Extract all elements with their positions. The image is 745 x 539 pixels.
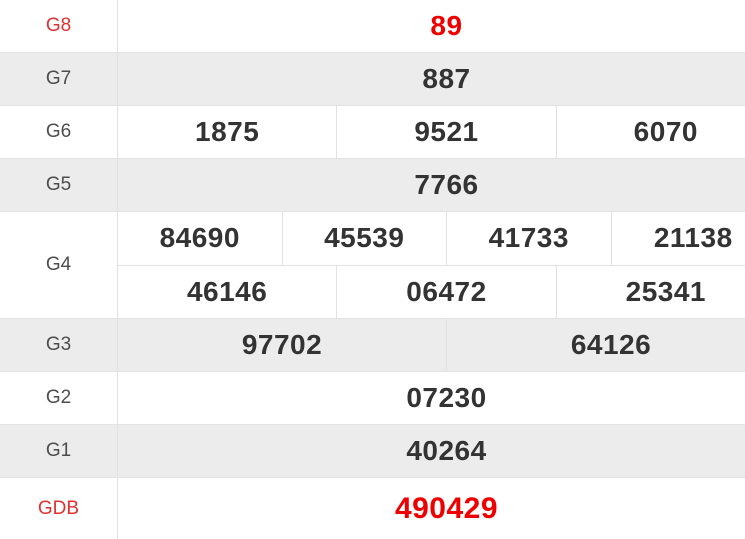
prize-values-g4: 84690 45539 41733 21138 46146 06472 25341 xyxy=(118,212,745,318)
prize-number: 06472 xyxy=(336,265,555,318)
prize-label-gdb: GDB xyxy=(0,478,118,539)
value-line: 40264 xyxy=(118,425,745,477)
value-line: 97702 64126 xyxy=(118,319,745,371)
value-line: 07230 xyxy=(118,372,745,424)
prize-number: 89 xyxy=(430,10,463,41)
prize-number: 1875 xyxy=(195,116,260,147)
prize-label-g7: G7 xyxy=(0,53,118,105)
prize-values-g1: 40264 xyxy=(118,425,745,477)
prize-number: 490429 xyxy=(394,492,499,525)
prize-label-g2: G2 xyxy=(0,372,118,424)
value-line: 46146 06472 25341 xyxy=(118,264,745,318)
prize-row-g2: G2 07230 xyxy=(0,372,745,425)
prize-row-g7: G7 887 xyxy=(0,53,745,106)
prize-number: 41733 xyxy=(446,212,611,265)
prize-number: 97702 xyxy=(241,329,323,360)
value-line: 490429 xyxy=(118,478,745,539)
prize-row-g4: G4 84690 45539 41733 21138 46146 06472 25341 xyxy=(0,212,745,319)
prize-values-g5: 7766 xyxy=(118,159,745,211)
prize-number: 46146 xyxy=(186,275,268,307)
prize-row-g5: G5 7766 xyxy=(0,159,745,212)
prize-row-g8: G8 89 xyxy=(0,0,745,53)
prize-row-g3: G3 97702 64126 xyxy=(0,319,745,372)
prize-number: 6070 xyxy=(555,106,745,158)
prize-row-g6: G6 1875 9521 6070 xyxy=(0,106,745,159)
prize-label-g6: G6 xyxy=(0,106,118,158)
prize-label-g8: G8 xyxy=(0,0,118,52)
prize-number: 887 xyxy=(422,63,471,94)
prize-number: 7766 xyxy=(414,169,479,200)
prize-row-gdb: GDB 490429 xyxy=(0,478,745,539)
prize-values-g3: 97702 64126 xyxy=(118,319,745,371)
prize-number: 40264 xyxy=(406,435,487,466)
prize-label-g4: G4 xyxy=(0,212,118,318)
prize-number: 07230 xyxy=(406,382,487,413)
prize-number: 21138 xyxy=(610,212,745,265)
prize-number: 45539 xyxy=(281,212,447,265)
prize-label-g3: G3 xyxy=(0,319,118,371)
prize-number: 84690 xyxy=(159,222,240,254)
prize-values-g2: 07230 xyxy=(118,372,745,424)
prize-values-g7: 887 xyxy=(118,53,745,105)
prize-number: 9521 xyxy=(336,106,555,158)
prize-label-g5: G5 xyxy=(0,159,118,211)
prize-values-gdb: 490429 xyxy=(118,478,745,539)
prize-row-g1: G1 40264 xyxy=(0,425,745,478)
value-line: 1875 9521 6070 xyxy=(118,106,745,158)
prize-label-g1: G1 xyxy=(0,425,118,477)
value-line: 887 xyxy=(118,53,745,105)
prize-values-g6: 1875 9521 6070 xyxy=(118,106,745,158)
value-line: 84690 45539 41733 21138 xyxy=(118,212,745,265)
prize-number: 64126 xyxy=(446,319,745,371)
value-line: 7766 xyxy=(118,159,745,211)
value-line: 89 xyxy=(118,0,745,52)
prize-number: 25341 xyxy=(555,265,745,318)
prize-values-g8: 89 xyxy=(118,0,745,52)
